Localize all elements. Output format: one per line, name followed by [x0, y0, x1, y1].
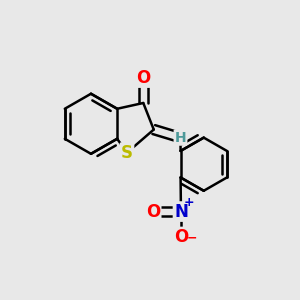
- Text: H: H: [175, 130, 186, 145]
- Text: O: O: [136, 69, 150, 87]
- Text: N: N: [174, 202, 188, 220]
- Text: O: O: [174, 228, 188, 246]
- Text: O: O: [146, 202, 160, 220]
- Text: +: +: [184, 196, 195, 209]
- Text: S: S: [121, 144, 133, 162]
- Text: −: −: [187, 232, 197, 244]
